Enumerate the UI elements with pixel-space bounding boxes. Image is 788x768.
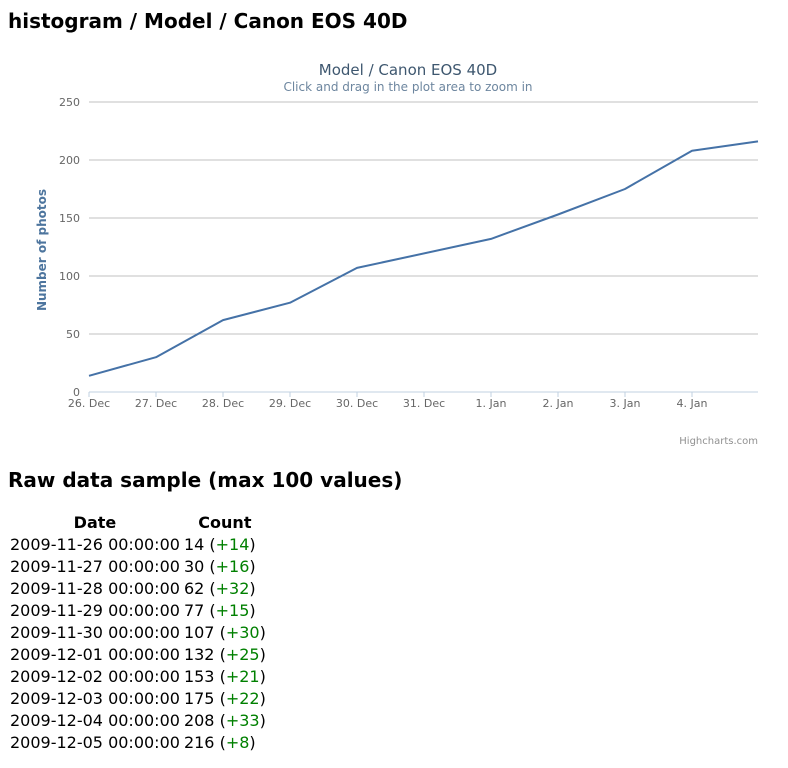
count-cell: 132 (+25): [183, 644, 266, 664]
count-delta: +25: [225, 644, 260, 664]
count-delta: +21: [225, 666, 260, 686]
count-column-header: Count: [198, 512, 252, 532]
data-point[interactable]: [85, 372, 93, 380]
x-axis: 26. Dec 27. Dec 28. Dec 29. Dec 30. Dec 31. D…: [68, 392, 708, 410]
line-chart[interactable]: Model / Canon EOS 40D Click and drag in …: [8, 52, 780, 452]
count-value: 77: [183, 600, 205, 620]
y-tick-label: 250: [59, 96, 80, 109]
x-tick-label: 26. Dec: [68, 397, 110, 410]
table-row: 2009-12-03 00:00:00 175 (+22): [8, 687, 268, 709]
table-body: 2009-11-26 00:00:00 14 (+14) 2009-11-27 00…: [8, 533, 268, 753]
y-tick-label: 200: [59, 154, 80, 167]
data-point[interactable]: [754, 137, 762, 145]
y-axis: 0 50 100 150 200 250: [59, 96, 80, 399]
data-point[interactable]: [219, 316, 227, 324]
raw-data-heading: Raw data sample (max 100 values): [8, 468, 403, 492]
page-title: histogram / Model / Canon EOS 40D: [8, 9, 408, 33]
date-cell: 2009-11-28 00:00:00: [10, 578, 180, 598]
data-point[interactable]: [621, 185, 629, 193]
table-row: 2009-12-05 00:00:00 216 (+8): [8, 731, 268, 753]
chart-title: Model / Canon EOS 40D: [319, 61, 497, 79]
count-cell: 62 (+32): [183, 578, 256, 598]
count-cell: 175 (+22): [183, 688, 266, 708]
y-tick-label: 0: [73, 386, 80, 399]
date-cell: 2009-11-27 00:00:00: [10, 556, 180, 576]
count-value: 208: [183, 710, 215, 730]
count-delta: +16: [215, 556, 250, 576]
table-row: 2009-12-04 00:00:00 208 (+33): [8, 709, 268, 731]
chart-container[interactable]: Model / Canon EOS 40D Click and drag in …: [8, 52, 780, 452]
count-delta: +33: [225, 710, 260, 730]
count-delta: +30: [225, 622, 260, 642]
date-cell: 2009-12-05 00:00:00: [10, 732, 180, 752]
count-value: 132: [183, 644, 215, 664]
count-cell: 107 (+30): [183, 622, 266, 642]
x-tick-label: 29. Dec: [269, 397, 311, 410]
data-point[interactable]: [487, 235, 495, 243]
data-point[interactable]: [554, 211, 562, 219]
count-value: 175: [183, 688, 215, 708]
date-cell: 2009-12-03 00:00:00: [10, 688, 180, 708]
x-tick-label: 28. Dec: [202, 397, 244, 410]
y-axis-title: Number of photos: [35, 189, 49, 311]
x-tick-label: 27. Dec: [135, 397, 177, 410]
date-column-header: Date: [73, 512, 117, 532]
date-cell: 2009-12-01 00:00:00: [10, 644, 180, 664]
y-tick-label: 150: [59, 212, 80, 225]
data-point[interactable]: [688, 147, 696, 155]
y-tick-label: 50: [66, 328, 80, 341]
x-tick-label: 31. Dec: [403, 397, 445, 410]
x-tick-label: 3. Jan: [610, 397, 641, 410]
table-header-row: Date Count: [8, 511, 268, 533]
table-row: 2009-12-01 00:00:00 132 (+25): [8, 643, 268, 665]
table-row: 2009-12-02 00:00:00 153 (+21): [8, 665, 268, 687]
raw-data-table: Date Count 2009-11-26 00:00:00 14 (+14) 20…: [8, 511, 268, 753]
table-row: 2009-11-27 00:00:00 30 (+16): [8, 555, 268, 577]
count-delta: +14: [215, 534, 250, 554]
x-tick-label: 2. Jan: [543, 397, 574, 410]
series-line[interactable]: [88, 140, 759, 377]
chart-credits[interactable]: Highcharts.com: [679, 436, 758, 447]
count-value: 216: [183, 732, 215, 752]
date-cell: 2009-11-26 00:00:00: [10, 534, 180, 554]
count-cell: 77 (+15): [183, 600, 256, 620]
date-cell: 2009-12-04 00:00:00: [10, 710, 180, 730]
table-row: 2009-11-30 00:00:00 107 (+30): [8, 621, 268, 643]
y-tick-label: 100: [59, 270, 80, 283]
chart-subtitle: Click and drag in the plot area to zoom …: [283, 80, 532, 94]
date-cell: 2009-11-29 00:00:00: [10, 600, 180, 620]
count-delta: +15: [215, 600, 250, 620]
series-group[interactable]: [85, 137, 762, 379]
date-cell: 2009-11-30 00:00:00: [10, 622, 180, 642]
count-cell: 208 (+33): [183, 710, 266, 730]
grid-lines: [89, 101, 758, 393]
table-row: 2009-11-29 00:00:00 77 (+15): [8, 599, 268, 621]
x-tick-label: 4. Jan: [677, 397, 708, 410]
count-value: 107: [183, 622, 215, 642]
data-point[interactable]: [353, 264, 361, 272]
x-tick-label: 30. Dec: [336, 397, 378, 410]
count-cell: 30 (+16): [183, 556, 256, 576]
data-point[interactable]: [152, 353, 160, 361]
x-tick-label: 1. Jan: [476, 397, 507, 410]
count-cell: 14 (+14): [183, 534, 256, 554]
table-row: 2009-11-26 00:00:00 14 (+14): [8, 533, 268, 555]
table-row: 2009-11-28 00:00:00 62 (+32): [8, 577, 268, 599]
date-cell: 2009-12-02 00:00:00: [10, 666, 180, 686]
count-value: 30: [183, 556, 205, 576]
count-delta: +32: [215, 578, 250, 598]
count-delta: +22: [225, 688, 260, 708]
count-value: 14: [183, 534, 205, 554]
count-value: 62: [183, 578, 205, 598]
count-cell: 153 (+21): [183, 666, 266, 686]
count-delta: +8: [225, 732, 250, 752]
count-value: 153: [183, 666, 215, 686]
count-cell: 216 (+8): [183, 732, 256, 752]
data-point[interactable]: [286, 299, 294, 307]
